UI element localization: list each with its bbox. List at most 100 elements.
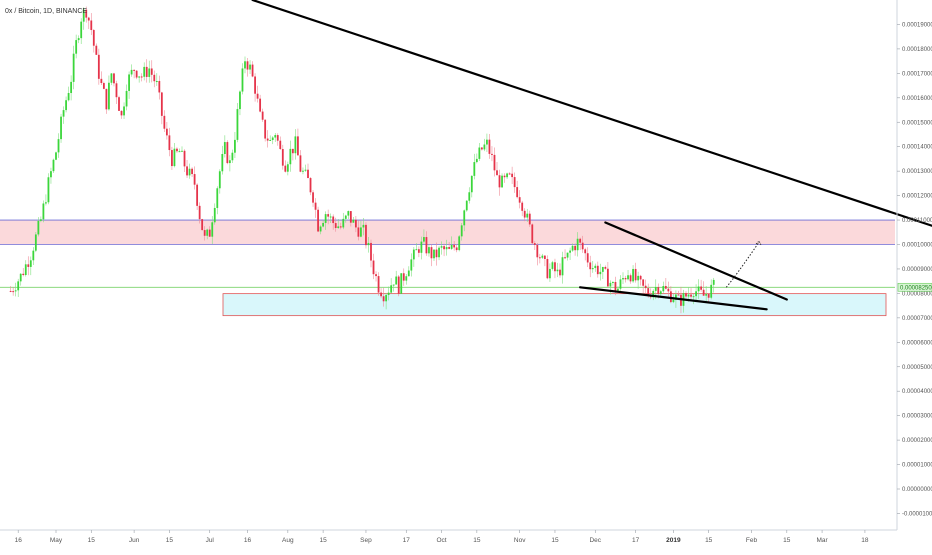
candle	[664, 286, 667, 289]
candle	[289, 148, 292, 165]
candle	[158, 81, 161, 93]
candle	[380, 292, 382, 297]
candle	[125, 90, 128, 107]
candle	[483, 144, 486, 150]
candle	[521, 202, 524, 211]
candle	[264, 119, 267, 139]
candle	[574, 245, 577, 251]
candle	[115, 83, 118, 98]
candle	[518, 197, 521, 203]
candle	[113, 73, 115, 84]
candle	[352, 219, 355, 223]
chart-title: 0x / Bitcoin, 1D, BINANCE	[5, 8, 87, 15]
time-tick-label: 15	[551, 537, 559, 544]
candle	[297, 136, 299, 156]
candle	[609, 282, 612, 287]
candle	[566, 252, 569, 258]
candle	[423, 237, 425, 242]
candle	[707, 294, 710, 298]
time-tick-label: 15	[88, 537, 96, 544]
candle	[652, 290, 655, 298]
candle	[22, 273, 25, 275]
candle	[415, 249, 418, 251]
candle	[642, 279, 645, 286]
candle	[181, 150, 183, 152]
candle	[108, 82, 110, 110]
candle	[266, 138, 269, 141]
candle	[669, 291, 672, 303]
time-tick-label: 18	[861, 537, 869, 544]
candle	[271, 137, 274, 140]
price-tick-label: 0.00014000	[902, 145, 932, 151]
candle	[123, 106, 125, 116]
candle	[470, 175, 473, 193]
candle	[556, 269, 559, 272]
candle	[95, 45, 98, 55]
candle	[198, 205, 201, 220]
candle	[12, 291, 15, 293]
price-tick-label: 0.00008000	[902, 291, 932, 297]
candle	[387, 292, 390, 295]
price-tick-label: 0.00007000	[902, 316, 932, 322]
candle	[599, 271, 602, 275]
candle	[183, 150, 186, 167]
candle	[259, 98, 262, 112]
candle	[617, 288, 619, 291]
candle	[357, 227, 360, 237]
candle	[60, 116, 62, 140]
time-tick-label: May	[50, 537, 63, 544]
candle	[531, 224, 534, 244]
candle	[193, 174, 196, 185]
candle	[392, 284, 395, 286]
candle	[206, 229, 209, 236]
candle	[163, 115, 166, 129]
candle	[168, 135, 171, 151]
candle	[284, 165, 287, 172]
candle	[677, 294, 680, 296]
candle	[77, 38, 80, 41]
candle	[468, 192, 471, 201]
candle	[591, 268, 594, 270]
candle	[564, 257, 566, 259]
candle	[241, 68, 244, 92]
candle	[496, 170, 498, 176]
candle	[700, 286, 703, 290]
candle	[687, 294, 690, 297]
candle	[130, 69, 133, 75]
candle	[302, 170, 304, 172]
candle	[594, 265, 597, 269]
candle	[463, 210, 466, 226]
candle	[133, 69, 136, 71]
candle	[576, 238, 579, 251]
candle	[365, 224, 367, 246]
candle	[281, 149, 284, 166]
candle	[367, 242, 370, 246]
candle	[299, 155, 302, 172]
candle	[24, 264, 27, 275]
candle	[450, 244, 453, 249]
candle	[425, 237, 428, 254]
candle	[244, 61, 246, 69]
candle	[176, 148, 178, 152]
candle	[581, 242, 584, 250]
price-tick-label: 0.00013000	[902, 169, 932, 175]
candle	[445, 247, 448, 250]
candle	[622, 278, 624, 280]
candle	[153, 74, 156, 82]
candle	[397, 276, 400, 294]
candle	[513, 177, 516, 188]
candle	[400, 273, 403, 294]
time-tick-label: Jun	[129, 537, 140, 544]
candle	[17, 281, 20, 291]
candle	[221, 153, 224, 172]
candle	[231, 152, 234, 161]
candle	[627, 275, 629, 280]
price-tick-label: 0.00018000	[902, 47, 932, 53]
trend-line-wedge-lower	[579, 286, 768, 311]
candle	[97, 54, 100, 79]
candle	[662, 286, 665, 292]
candle	[506, 173, 508, 178]
candle	[140, 76, 143, 78]
candle	[516, 187, 519, 198]
candle	[34, 234, 37, 251]
